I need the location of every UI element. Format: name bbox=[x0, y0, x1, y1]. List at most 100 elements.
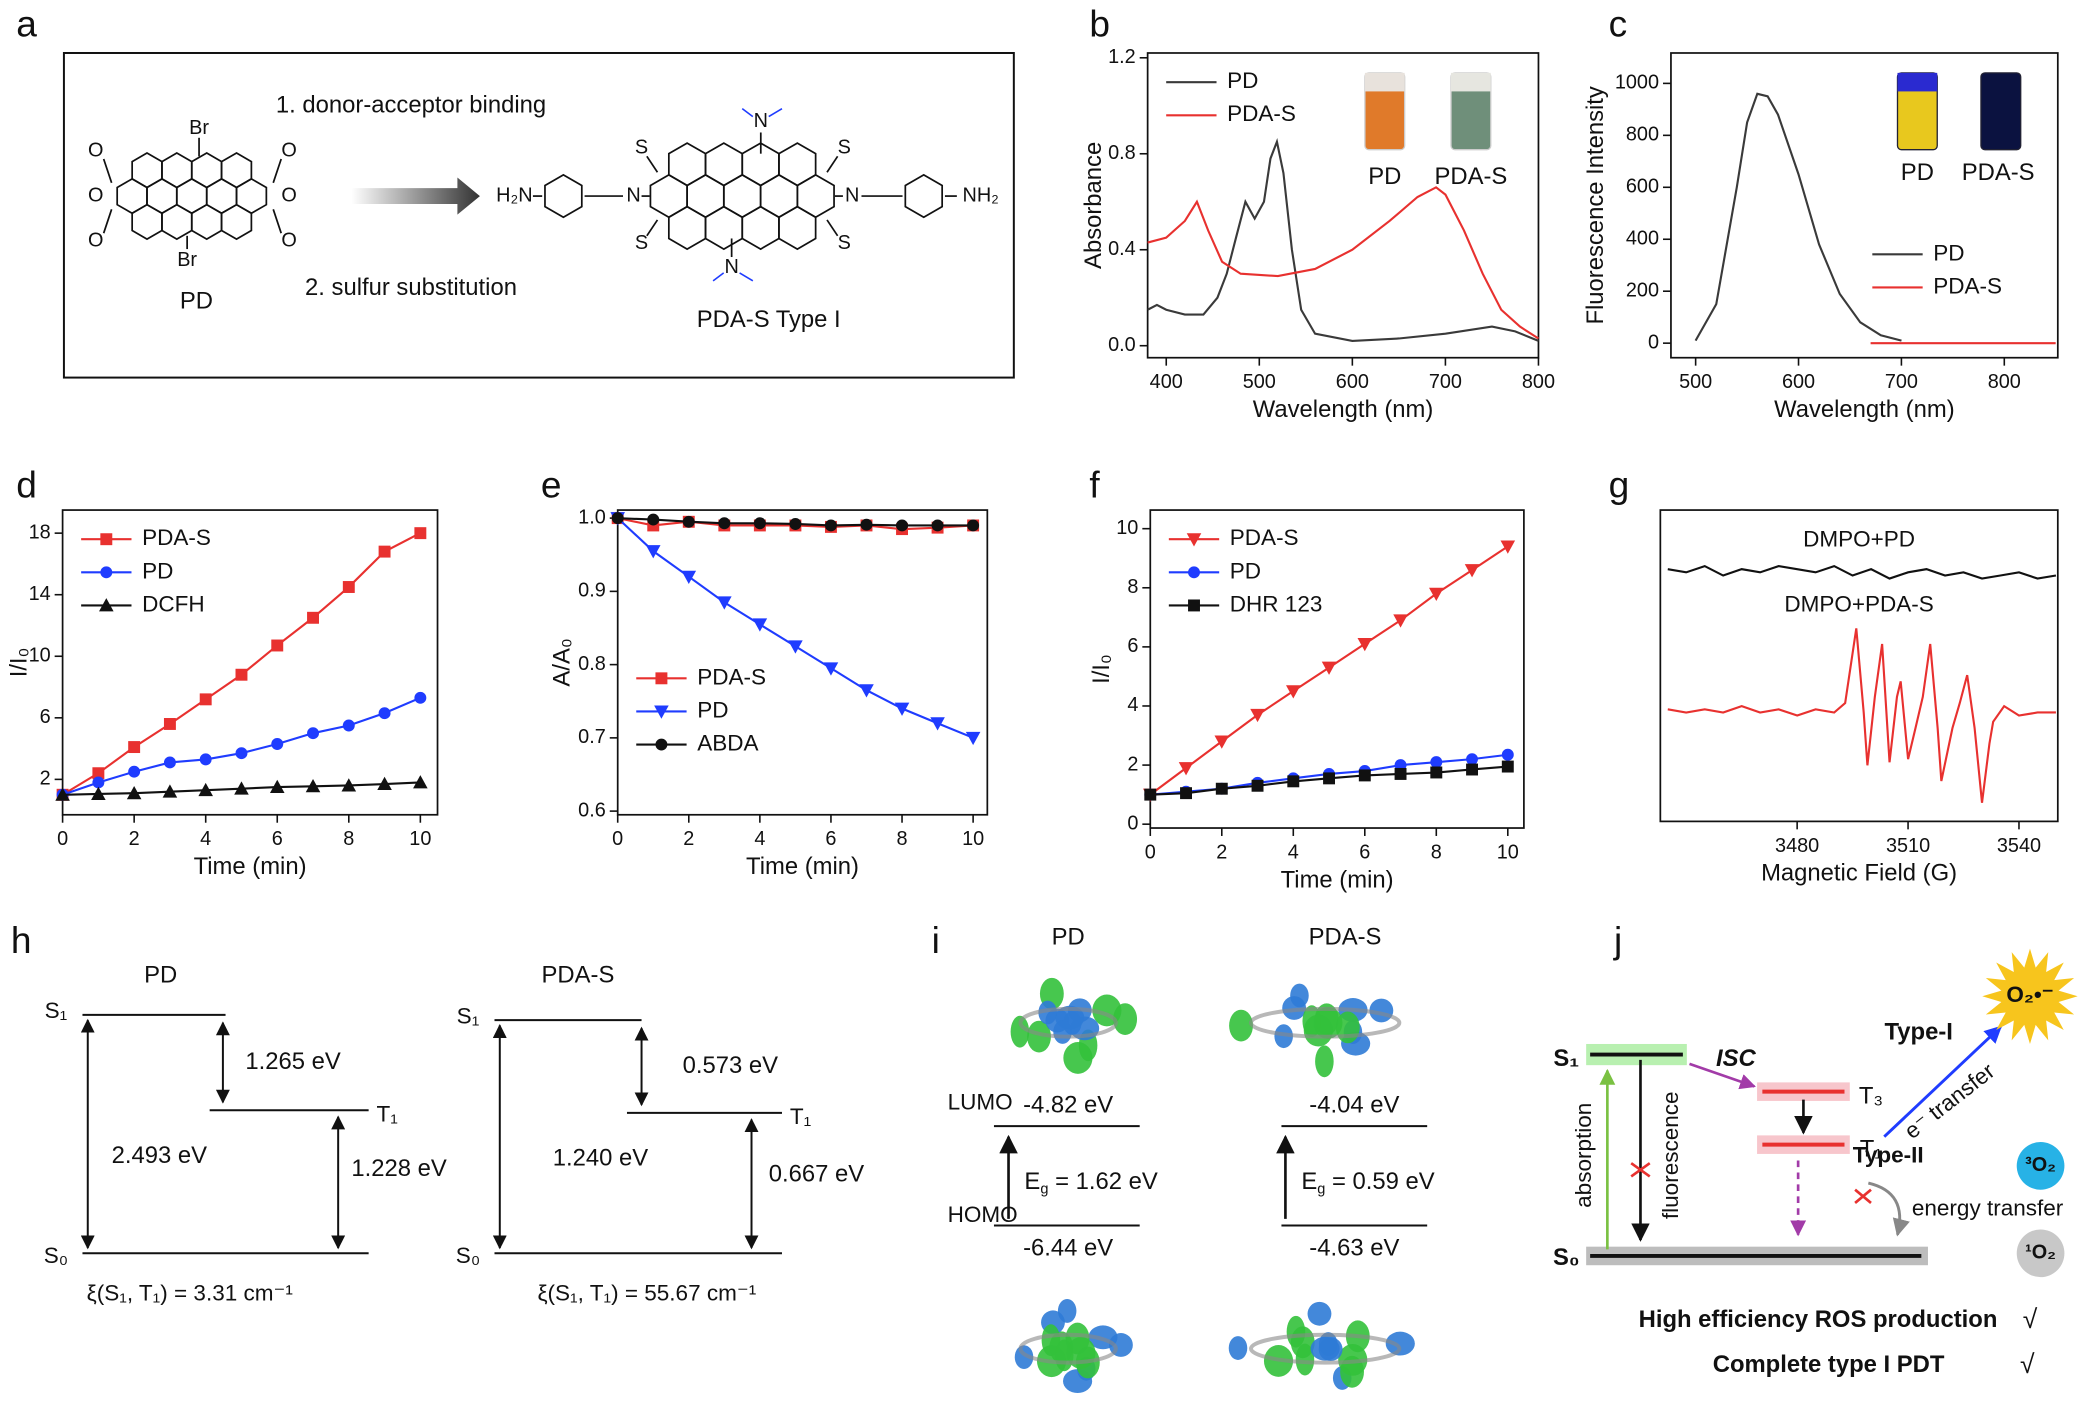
marker bbox=[860, 518, 873, 531]
marker bbox=[162, 784, 178, 798]
x-axis-label: Time (min) bbox=[194, 853, 307, 880]
process-label: absorption bbox=[1571, 1103, 1596, 1208]
y-tick-label: 0.0 bbox=[1108, 334, 1136, 356]
y-tick-label: 0.7 bbox=[578, 726, 606, 748]
plot-frame bbox=[1670, 52, 2059, 359]
x-tick-label: 6 bbox=[1359, 841, 1370, 863]
marker bbox=[378, 707, 391, 720]
panel-letter: i bbox=[932, 919, 940, 961]
soc-label: ξ(S₁, T₁) = 55.67 cm⁻¹ bbox=[537, 1280, 756, 1305]
gap-label: 1.265 eV bbox=[245, 1048, 341, 1075]
x-axis-label: Magnetic Field (G) bbox=[1761, 860, 1957, 887]
orbital-lobe bbox=[1010, 1015, 1030, 1048]
marker bbox=[128, 741, 141, 754]
marker bbox=[92, 767, 105, 780]
gap-label: Eg = 1.62 eV bbox=[1024, 1168, 1157, 1197]
x-tick-label: 600 bbox=[1336, 371, 1369, 393]
compound-name: PDA-S Type I bbox=[697, 306, 841, 333]
y-tick-label: 800 bbox=[1626, 124, 1659, 146]
marker bbox=[378, 545, 391, 558]
plot-frame bbox=[1659, 509, 2059, 823]
y-tick-label: 6 bbox=[40, 706, 51, 728]
marker bbox=[235, 668, 248, 681]
check-mark: √ bbox=[2023, 1304, 2038, 1334]
x-tick-label: 0 bbox=[612, 828, 623, 850]
x-tick-label: 10 bbox=[409, 828, 431, 850]
oxygen-triplet bbox=[2016, 1142, 2065, 1190]
conclusion: Complete type I PDT bbox=[1713, 1351, 1945, 1378]
plot-frame bbox=[61, 509, 439, 816]
y-tick-label: 10 bbox=[1116, 517, 1138, 539]
y-tick-label: 1.2 bbox=[1108, 46, 1136, 68]
gap-symbol: E bbox=[1024, 1168, 1040, 1195]
ring bbox=[686, 173, 725, 219]
marker bbox=[931, 519, 944, 532]
legend-label: PD bbox=[1933, 240, 1964, 265]
marker bbox=[1500, 540, 1516, 554]
marker bbox=[307, 727, 319, 740]
gap-label: 0.667 eV bbox=[769, 1160, 865, 1187]
marker bbox=[1251, 779, 1264, 792]
energy-label: -4.04 eV bbox=[1309, 1092, 1399, 1119]
marker bbox=[1321, 661, 1337, 675]
vial-cap bbox=[1451, 72, 1491, 92]
bond bbox=[646, 219, 659, 237]
x-tick-label: 500 bbox=[1679, 371, 1712, 393]
y-tick-label: 1000 bbox=[1615, 72, 1659, 94]
marker bbox=[1250, 708, 1265, 723]
orbital-lobe bbox=[1286, 1315, 1306, 1348]
gap-subscript: g bbox=[1040, 1182, 1048, 1198]
marker bbox=[645, 545, 661, 559]
y-tick-label: 0 bbox=[1648, 331, 1659, 353]
legend-label: PDA-S bbox=[1230, 525, 1299, 550]
marker bbox=[1393, 614, 1408, 628]
marker bbox=[55, 787, 70, 801]
orbital-lobe bbox=[1229, 1009, 1253, 1042]
marker bbox=[1429, 587, 1444, 601]
x-axis-label: Time (min) bbox=[1281, 866, 1394, 893]
molecule-skeleton bbox=[1018, 1332, 1118, 1365]
marker bbox=[269, 779, 285, 794]
marker bbox=[271, 738, 284, 750]
marker bbox=[342, 719, 355, 732]
series-line bbox=[1667, 628, 2056, 803]
y-axis-label: Fluorescence Intensity bbox=[1582, 86, 1609, 324]
panel-letter: e bbox=[541, 463, 562, 505]
y-tick-label: 10 bbox=[29, 645, 51, 667]
marker bbox=[199, 693, 212, 706]
orbital-lobe bbox=[1307, 1301, 1332, 1326]
species-label: ¹O₂ bbox=[2025, 1242, 2056, 1264]
orbital-lobe bbox=[1053, 1020, 1072, 1044]
electron-transfer-arrow bbox=[1883, 1025, 2003, 1138]
bond bbox=[826, 155, 839, 173]
level-label: S₀ bbox=[44, 1243, 68, 1268]
process-label: fluorescence bbox=[1658, 1091, 1683, 1219]
y-tick-label: 0.9 bbox=[578, 580, 606, 602]
orbital-lobe bbox=[1065, 1322, 1090, 1355]
state-label: S₀ bbox=[1553, 1244, 1580, 1271]
marker bbox=[1501, 760, 1514, 773]
legend-label: PD bbox=[1230, 558, 1261, 583]
marker bbox=[1215, 782, 1228, 795]
atom-label: O bbox=[281, 184, 296, 206]
x-tick-label: 3510 bbox=[1886, 835, 1930, 857]
atom-label: NH₂ bbox=[963, 184, 999, 206]
y-tick-label: 0 bbox=[1127, 812, 1138, 834]
panel-letter: j bbox=[1613, 919, 1622, 961]
orbital-label: LUMO bbox=[948, 1090, 1013, 1115]
marker bbox=[682, 515, 695, 528]
marker bbox=[752, 618, 768, 632]
ring bbox=[667, 142, 707, 187]
x-tick-label: 3540 bbox=[1997, 835, 2041, 857]
level-label: S₁ bbox=[45, 998, 68, 1023]
atom-label: Br bbox=[189, 117, 209, 139]
compound-name: PD bbox=[180, 287, 213, 314]
x-axis-label: Time (min) bbox=[746, 853, 859, 880]
orbital-lobe bbox=[1228, 1336, 1248, 1360]
orbital-lobe bbox=[1057, 1299, 1077, 1323]
bond bbox=[768, 107, 783, 118]
marker bbox=[1466, 753, 1479, 766]
y-tick-label: 14 bbox=[29, 583, 51, 605]
marker bbox=[1501, 748, 1514, 761]
